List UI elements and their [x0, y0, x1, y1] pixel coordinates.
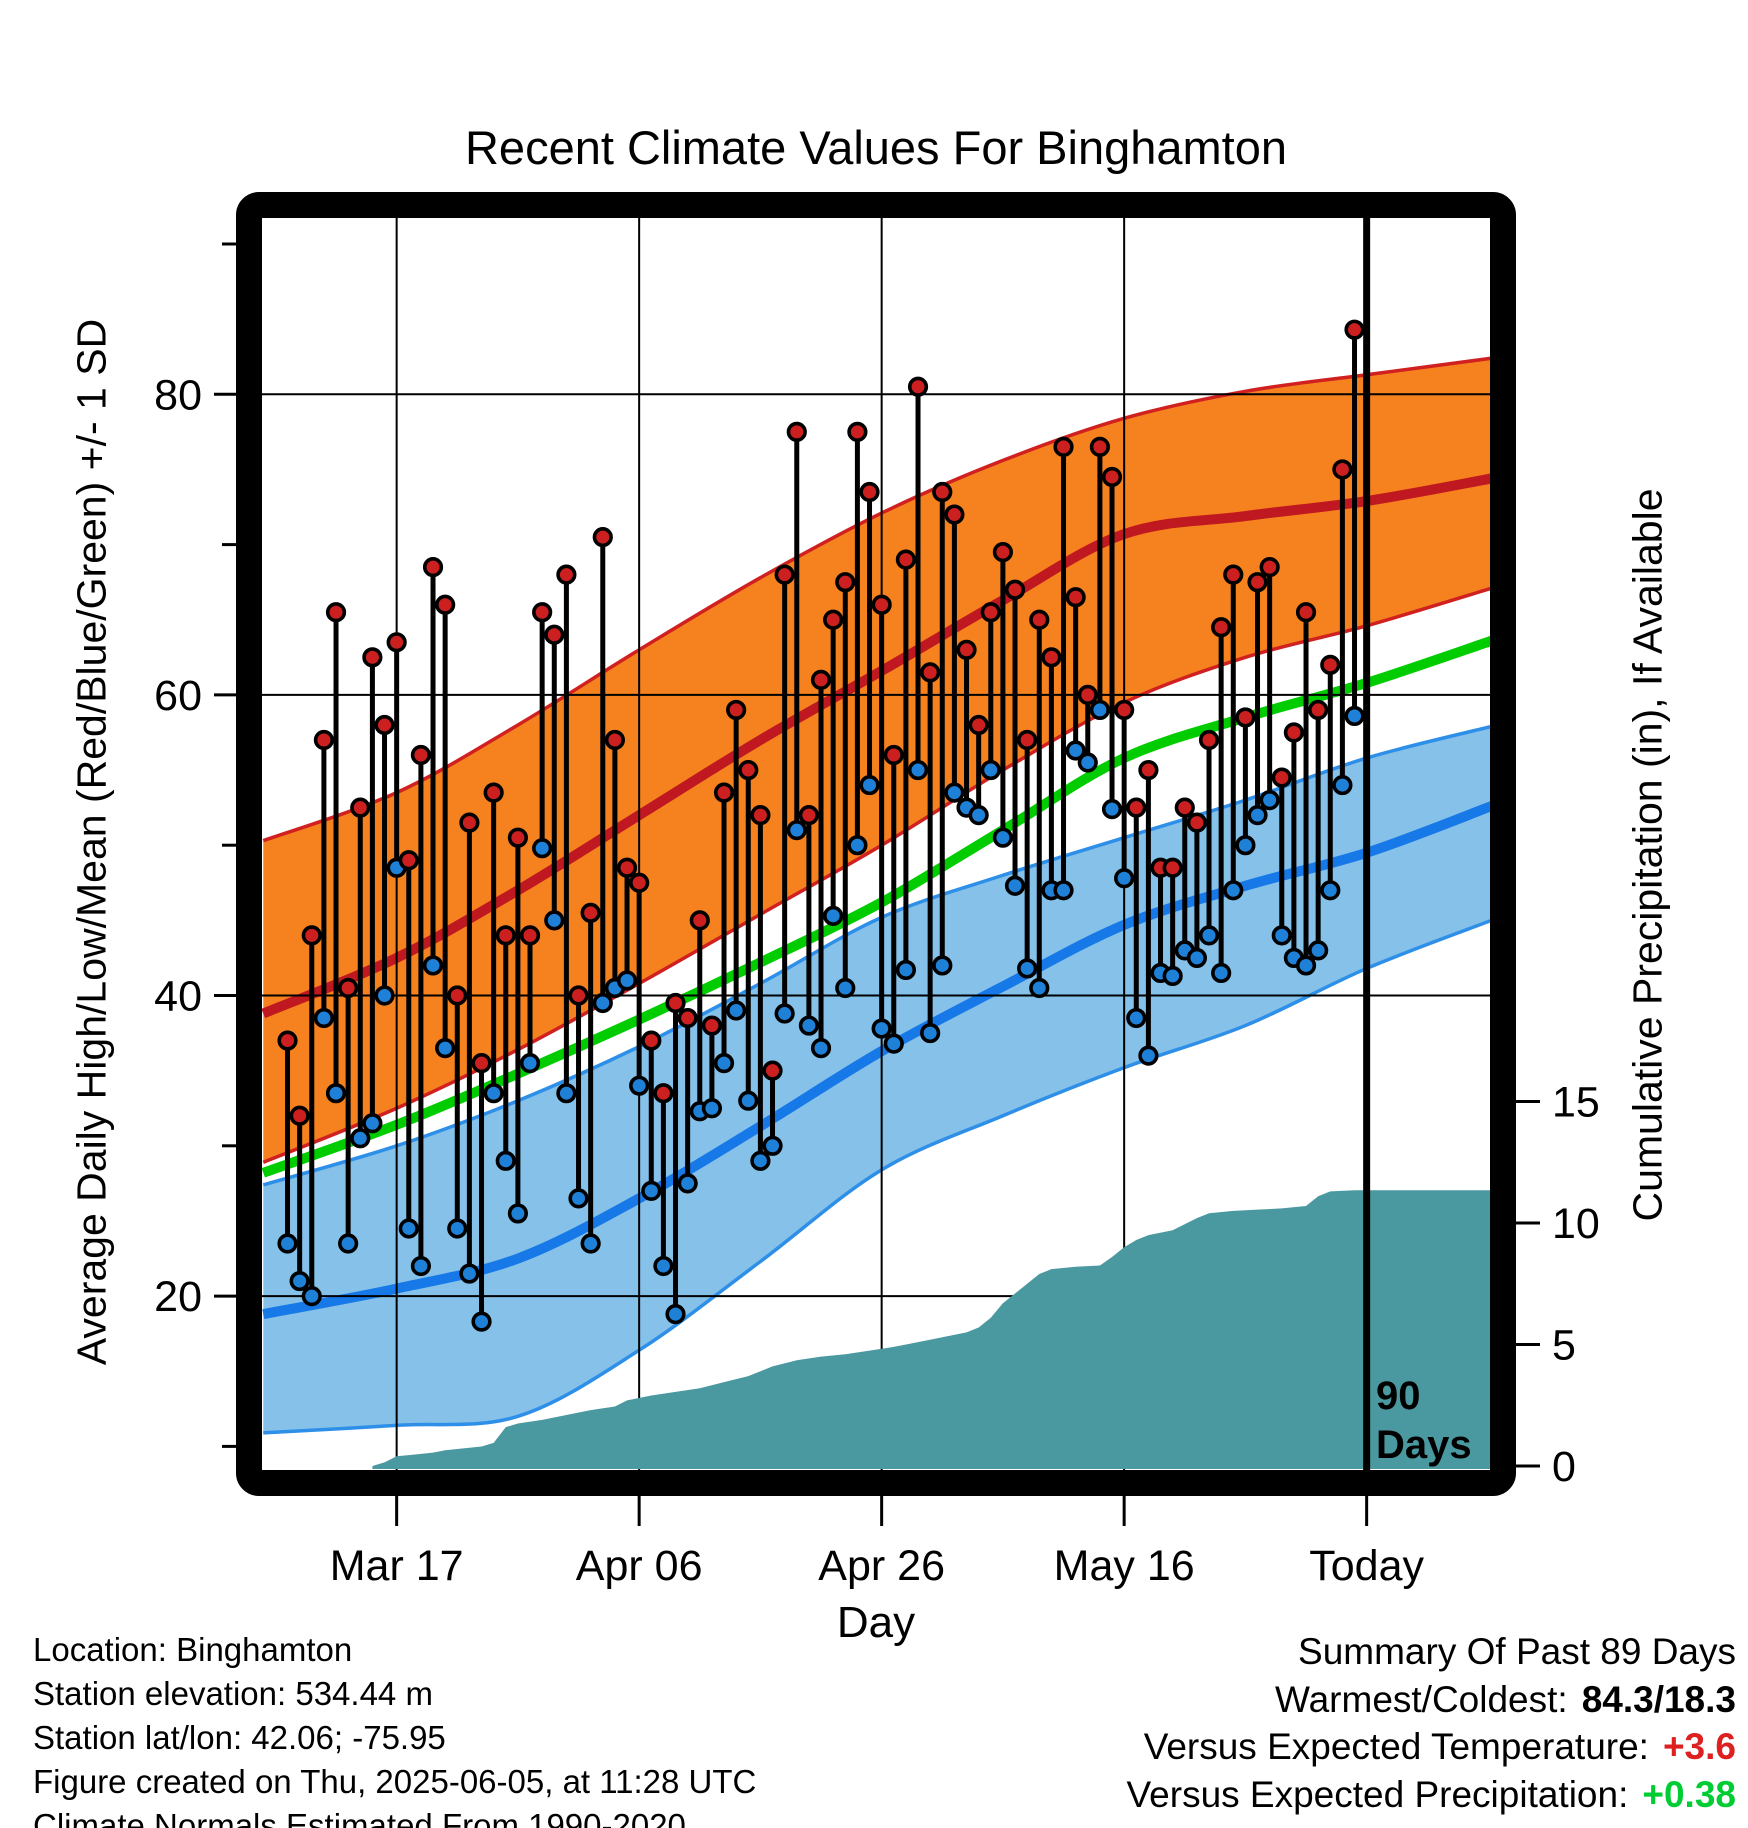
footer-latlon: Station lat/lon: 42.06; -75.95	[33, 1719, 446, 1756]
svg-text:Apr 26: Apr 26	[818, 1542, 945, 1590]
summary-vs-temp-row: Versus Expected Temperature: +3.6	[1127, 1723, 1736, 1771]
precip-area	[372, 1190, 1490, 1469]
ninety-days-annotation: 90 Days	[1376, 1372, 1472, 1470]
footer-elevation: Station elevation: 534.44 m	[33, 1675, 433, 1712]
summary-vs-temp-label: Versus Expected Temperature:	[1143, 1726, 1649, 1767]
summary-vs-precip-row: Versus Expected Precipitation: +0.38	[1127, 1771, 1736, 1819]
summary-vs-precip-value: +0.38	[1642, 1773, 1736, 1815]
summary-title: Summary Of Past 89 Days	[1298, 1631, 1736, 1672]
svg-text:May 16: May 16	[1054, 1542, 1195, 1590]
daily-dots	[277, 319, 1365, 1332]
ninety-days-line1: 90	[1376, 1374, 1421, 1418]
ninety-days-line2: Days	[1376, 1423, 1472, 1467]
axis-ticks: 20 40 60 80 0 5 10 15 Mar 17 Apr 06 Apr 26 May 16 To…	[154, 242, 1600, 1590]
footer-created: Figure created on Thu, 2025-06-05, at 11…	[33, 1763, 757, 1800]
svg-text:20: 20	[154, 1273, 202, 1321]
daily-stems	[285, 329, 1358, 1322]
chart-title: Recent Climate Values For Binghamton	[464, 121, 1288, 174]
summary-warmest-row: Warmest/Coldest: 84.3/18.3	[1127, 1676, 1736, 1724]
svg-text:5: 5	[1552, 1322, 1576, 1370]
svg-text:Apr 06: Apr 06	[576, 1542, 703, 1590]
footer-block: Location: Binghamton Station elevation: …	[33, 1628, 756, 1828]
svg-text:15: 15	[1552, 1079, 1600, 1127]
summary-warmest-value: 84.3/18.3	[1581, 1678, 1736, 1720]
summary-vs-temp-value: +3.6	[1662, 1726, 1736, 1767]
summary-vs-precip-label: Versus Expected Precipitation:	[1126, 1773, 1629, 1815]
x-axis-label: Day	[836, 1598, 916, 1647]
svg-text:60: 60	[154, 672, 202, 720]
high-band	[263, 358, 1490, 1163]
svg-text:Mar 17: Mar 17	[330, 1542, 464, 1590]
summary-warmest-label: Warmest/Coldest:	[1275, 1678, 1568, 1720]
svg-text:Today: Today	[1309, 1542, 1424, 1590]
svg-text:10: 10	[1552, 1200, 1600, 1248]
summary-block: Summary Of Past 89 Days Warmest/Coldest:…	[1127, 1628, 1736, 1818]
footer-normals: Climate Normals Estimated From 1990-2020	[33, 1807, 686, 1828]
svg-text:80: 80	[154, 371, 202, 419]
footer-location: Location: Binghamton	[33, 1631, 353, 1668]
svg-text:0: 0	[1552, 1443, 1576, 1491]
svg-text:40: 40	[154, 973, 202, 1021]
plot-frame	[236, 192, 1516, 1496]
